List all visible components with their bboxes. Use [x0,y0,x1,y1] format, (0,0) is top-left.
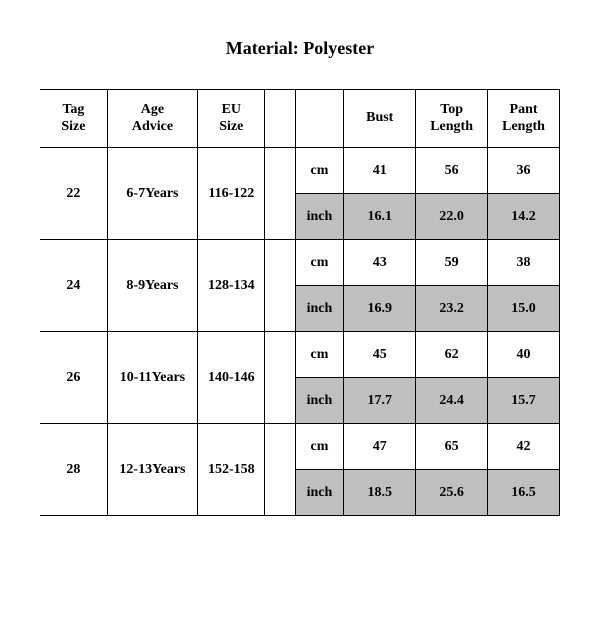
cell-gap [265,424,295,516]
cell-eu: 152-158 [198,424,265,516]
col-header-pant: PantLength [488,90,560,148]
cell-tag: 24 [40,240,107,332]
cell-top-cm: 56 [416,148,488,194]
cell-age: 8-9Years [107,240,197,332]
cell-unit-inch: inch [295,470,344,516]
cell-unit-cm: cm [295,332,344,378]
cell-top-cm: 65 [416,424,488,470]
cell-bust-inch: 16.1 [344,194,416,240]
cell-unit-cm: cm [295,240,344,286]
cell-tag: 22 [40,148,107,240]
cell-top-inch: 25.6 [416,470,488,516]
col-header-tag: TagSize [40,90,107,148]
cell-bust-cm: 43 [344,240,416,286]
material-title: Material: Polyester [0,38,600,59]
cell-unit-inch: inch [295,286,344,332]
col-header-age: AgeAdvice [107,90,197,148]
cell-unit-inch: inch [295,194,344,240]
cell-tag: 26 [40,332,107,424]
cell-bust-cm: 45 [344,332,416,378]
cell-gap [265,148,295,240]
cell-tag: 28 [40,424,107,516]
cell-bust-cm: 41 [344,148,416,194]
cell-eu: 140-146 [198,332,265,424]
cell-pant-inch: 16.5 [488,470,560,516]
cell-bust-inch: 18.5 [344,470,416,516]
col-header-top: TopLength [416,90,488,148]
size-table: TagSizeAgeAdviceEUSize BustTopLengthPantL… [40,89,560,516]
col-header-unit [295,90,344,148]
cell-pant-cm: 40 [488,332,560,378]
cell-pant-cm: 38 [488,240,560,286]
cell-age: 12-13Years [107,424,197,516]
cell-eu: 116-122 [198,148,265,240]
col-header-eu: EUSize [198,90,265,148]
col-header-gap [265,90,295,148]
cell-pant-cm: 42 [488,424,560,470]
cell-gap [265,332,295,424]
cell-top-cm: 59 [416,240,488,286]
cell-age: 6-7Years [107,148,197,240]
cell-top-inch: 23.2 [416,286,488,332]
cell-unit-cm: cm [295,424,344,470]
cell-eu: 128-134 [198,240,265,332]
cell-pant-inch: 15.7 [488,378,560,424]
cell-top-inch: 24.4 [416,378,488,424]
cell-top-inch: 22.0 [416,194,488,240]
cell-gap [265,240,295,332]
cell-top-cm: 62 [416,332,488,378]
cell-pant-inch: 14.2 [488,194,560,240]
cell-unit-inch: inch [295,378,344,424]
cell-unit-cm: cm [295,148,344,194]
cell-bust-inch: 17.7 [344,378,416,424]
cell-bust-inch: 16.9 [344,286,416,332]
cell-pant-cm: 36 [488,148,560,194]
cell-pant-inch: 15.0 [488,286,560,332]
cell-bust-cm: 47 [344,424,416,470]
cell-age: 10-11Years [107,332,197,424]
col-header-bust: Bust [344,90,416,148]
